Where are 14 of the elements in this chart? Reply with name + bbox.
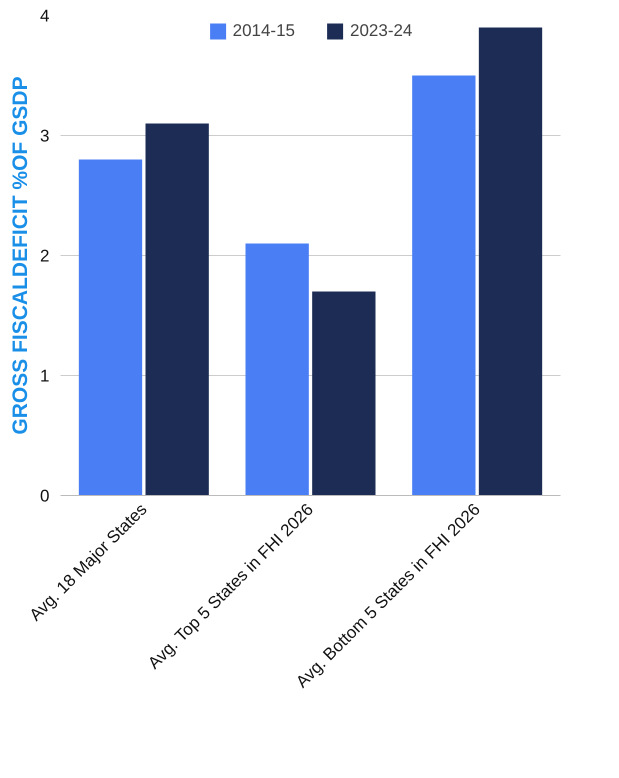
y-tick-label: 1 <box>40 366 50 386</box>
bar <box>246 244 309 496</box>
y-tick-label: 0 <box>40 486 50 506</box>
y-axis-title: GROSS FISCALDEFICIT %OF GSDP <box>9 76 32 435</box>
bar <box>312 292 376 496</box>
bar <box>478 28 542 496</box>
legend-label: 2014-15 <box>232 21 295 41</box>
y-tick-label: 4 <box>40 6 50 26</box>
bar <box>78 160 142 496</box>
y-tick-label: 2 <box>40 246 50 266</box>
bar <box>146 124 209 496</box>
y-tick-label: 3 <box>40 126 50 146</box>
bar <box>412 76 476 496</box>
legend-label: 2023-24 <box>350 21 412 41</box>
